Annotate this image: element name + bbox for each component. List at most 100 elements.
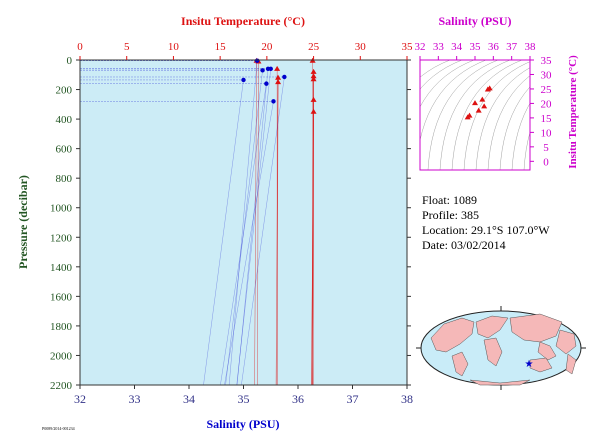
salinity-guide-line <box>228 60 258 386</box>
inset-temperature-tick-label: 10 <box>541 127 553 139</box>
density-contour <box>487 75 530 170</box>
map-continents <box>430 313 577 386</box>
inset-salinity-tick-label: 36 <box>488 41 500 53</box>
world-map-inset: ★ <box>416 306 586 390</box>
salinity-tick-label: 36 <box>292 392 304 406</box>
ts-point <box>481 103 488 109</box>
float-info: Float: 1089 Profile: 385 Location: 29.1°… <box>422 193 550 253</box>
pressure-tick-label: 1200 <box>50 232 73 244</box>
pressure-tick-label: 2000 <box>50 350 73 362</box>
temperature-guide-line <box>257 61 259 386</box>
temperature-point <box>275 74 282 80</box>
density-contour <box>511 102 530 170</box>
salinity-point <box>282 74 287 80</box>
pressure-tick-label: 1400 <box>50 262 73 274</box>
main-profile-plot: 0200400600800100012001400160018002000220… <box>16 14 413 431</box>
temperature-tick-label: 0 <box>77 41 83 53</box>
salinity-point <box>254 58 260 63</box>
ts-diagram-inset: 32 33 34 35 36 37 38 0 5 10 15 20 25 30 35 Salinity (… <box>415 14 579 171</box>
temperature-point <box>310 73 317 79</box>
profile-lines <box>80 60 314 386</box>
salinity-axis-label: Salinity (PSU) <box>206 417 279 431</box>
pressure-tick-label: 1000 <box>50 203 73 215</box>
temperature-guide-line <box>312 111 314 386</box>
salinity-guide-line <box>220 83 267 386</box>
inset-salinity-tick-label: 38 <box>525 41 537 53</box>
location: Location: 29.1°S 107.0°W <box>422 223 550 237</box>
salinity-tick-label: 35 <box>238 392 250 406</box>
salinity-tick-label: 37 <box>347 392 359 406</box>
temperature-guide-line <box>276 82 279 386</box>
ts-point <box>475 107 482 113</box>
profile-number: Profile: 385 <box>422 208 479 222</box>
density-contour <box>420 60 487 142</box>
temperature-tick-label: 10 <box>168 41 180 53</box>
temperature-tick-label: 30 <box>355 41 367 53</box>
pressure-tick-label: 1600 <box>50 291 73 303</box>
inset-temperature-tick-label: 15 <box>541 113 553 125</box>
pressure-tick-label: 2200 <box>50 380 73 392</box>
ts-points <box>464 85 493 120</box>
temperature-point <box>274 65 281 71</box>
inset-x-label: Salinity (PSU) <box>438 14 511 28</box>
temperature-point <box>275 79 282 85</box>
salinity-point <box>260 68 265 73</box>
inset-salinity-tick-label: 33 <box>433 41 445 53</box>
salinity-guide-line <box>236 68 269 386</box>
temperature-tick-label: 5 <box>124 41 130 53</box>
salinity-tick-label: 33 <box>129 392 141 406</box>
pressure-tick-label: 1800 <box>50 321 73 333</box>
inset-temperature-tick-label: 0 <box>543 156 549 168</box>
density-contour <box>475 67 530 170</box>
inset-salinity-tick-label: 32 <box>415 41 426 53</box>
density-contour <box>420 60 475 108</box>
salinity-point <box>264 81 269 86</box>
density-contour <box>451 60 523 170</box>
date: Date: 03/02/2014 <box>422 238 506 252</box>
salinity-axis: 32 33 34 35 36 37 38 <box>74 385 413 406</box>
inset-salinity-tick-label: 34 <box>451 41 463 53</box>
salinity-point <box>241 77 246 83</box>
salinity-guide-line <box>224 101 274 386</box>
density-contour <box>523 131 530 170</box>
salinity-tick-label: 34 <box>183 392 195 406</box>
salinity-guide-line <box>241 76 285 386</box>
density-contour <box>439 60 511 170</box>
inset-salinity-axis: 32 33 34 35 36 37 38 <box>415 41 537 60</box>
pressure-tick-label: 800 <box>56 173 73 185</box>
inset-salinity-tick-label: 37 <box>506 41 518 53</box>
salinity-point <box>271 99 276 104</box>
pressure-tick-label: 200 <box>56 85 73 97</box>
pressure-axis: 0 200 400 600 800 1000 1200 1400 1600 1800 2000 220… <box>50 55 411 392</box>
temperature-point <box>310 108 317 114</box>
ts-point <box>479 96 486 102</box>
salinity-guide-line <box>225 70 263 386</box>
pressure-tick-label: 0 <box>67 55 73 67</box>
density-contour <box>420 60 463 90</box>
temperature-axis: 0 5 10 15 20 25 30 35 <box>77 41 413 60</box>
inset-temperature-tick-label: 30 <box>541 69 553 81</box>
main-plot-background <box>80 60 407 385</box>
footer-code: P0089/2014-001234 <box>42 426 75 431</box>
density-contour <box>427 60 499 170</box>
inset-temperature-tick-label: 5 <box>543 142 549 154</box>
salinity-guide-line <box>203 79 244 386</box>
inset-background <box>420 60 530 170</box>
inset-temperature-tick-label: 35 <box>541 55 553 67</box>
temperature-point <box>310 96 317 102</box>
inset-y-label: Insitu Temperature (°C) <box>567 55 579 169</box>
inset-salinity-tick-label: 35 <box>470 41 482 53</box>
inset-temperature-tick-label: 20 <box>541 98 553 110</box>
temperature-tick-label: 25 <box>308 41 320 53</box>
inset-temperature-axis: 0 5 10 15 20 25 30 35 <box>530 55 552 168</box>
salinity-tick-label: 38 <box>401 392 413 406</box>
float-location-marker: ★ <box>525 359 534 370</box>
temperature-axis-label: Insitu Temperature (°C) <box>181 14 305 28</box>
ts-point <box>464 114 471 120</box>
pressure-tick-label: 600 <box>56 144 73 156</box>
density-contour <box>499 86 530 170</box>
temperature-point <box>310 68 317 74</box>
salinity-guide-line <box>236 68 271 386</box>
salinity-tick-label: 32 <box>74 392 86 406</box>
temperature-tick-label: 15 <box>215 41 227 53</box>
